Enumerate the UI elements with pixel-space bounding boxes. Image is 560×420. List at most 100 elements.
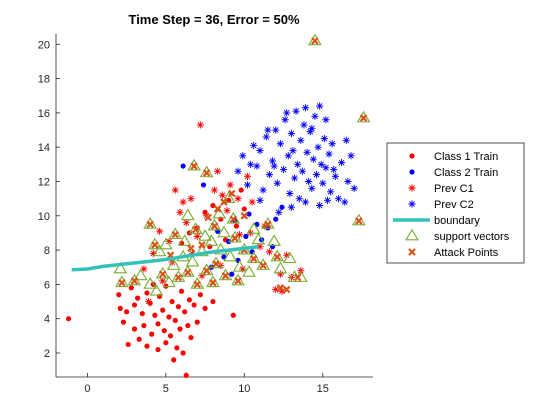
prev-c2-point bbox=[338, 159, 346, 167]
class-1-train-point bbox=[125, 341, 131, 348]
attack-points-point bbox=[210, 222, 219, 230]
prev-c1-point bbox=[214, 167, 222, 175]
class-1-train-point bbox=[131, 326, 138, 332]
support-vectors-point bbox=[246, 251, 261, 264]
class-1-train-point bbox=[139, 310, 145, 317]
support-vectors-point bbox=[168, 227, 183, 240]
support-vectors-point bbox=[148, 237, 162, 250]
support-vectors-point bbox=[209, 256, 223, 269]
prev-c2-point bbox=[286, 189, 294, 198]
legend-swatch bbox=[408, 248, 416, 256]
support-vectors-point bbox=[246, 222, 261, 234]
support-vectors-point bbox=[212, 206, 227, 219]
prev-c2-point bbox=[256, 196, 264, 204]
prev-c2-point bbox=[270, 162, 278, 170]
prev-c2-point bbox=[322, 164, 330, 172]
attack-points-point bbox=[231, 234, 239, 242]
prev-c2-point bbox=[316, 201, 324, 210]
y-tick-label: 12 bbox=[38, 176, 50, 188]
support-vectors-point bbox=[166, 258, 181, 270]
prev-c2-point bbox=[330, 165, 338, 174]
class-1-train-point bbox=[136, 336, 142, 342]
prev-c2-point bbox=[262, 133, 270, 141]
attack-points-point bbox=[264, 220, 272, 229]
class-2-train-point bbox=[180, 163, 186, 169]
prev-c2-point bbox=[323, 196, 332, 204]
attack-points-point bbox=[359, 114, 368, 122]
legend: Class 1 Train Class 2 Train Prev C1 Prev C2… bbox=[386, 142, 525, 264]
prev-c1-point bbox=[234, 195, 242, 203]
prev-c2-point bbox=[316, 102, 324, 110]
class-1-train-point bbox=[174, 345, 180, 351]
prev-c2-point bbox=[289, 147, 297, 155]
prev-c1-point bbox=[256, 243, 264, 251]
prev-c2-point bbox=[309, 155, 317, 163]
class-2-train-point bbox=[279, 204, 285, 210]
class-1-train-point bbox=[155, 321, 161, 327]
class-1-train-point bbox=[167, 333, 174, 339]
prev-c1-point bbox=[159, 277, 167, 285]
class-1-train-point bbox=[144, 290, 150, 296]
prev-c2-point bbox=[325, 150, 333, 158]
prev-c1-point bbox=[179, 198, 187, 206]
class-1-train-point bbox=[131, 302, 138, 308]
prev-c1-point bbox=[226, 181, 234, 189]
prev-c1-point bbox=[182, 219, 190, 227]
prev-c2-point bbox=[292, 107, 300, 115]
chart-title: Time Step = 36, Error = 50% bbox=[128, 12, 299, 27]
prev-c2-point bbox=[327, 188, 335, 196]
attack-points-point bbox=[282, 285, 291, 294]
support-vectors-point bbox=[115, 275, 129, 288]
attack-points-point bbox=[273, 253, 282, 261]
attack-points-point bbox=[259, 261, 267, 270]
attack-points-point bbox=[118, 278, 126, 287]
class-1-train-point bbox=[171, 357, 177, 363]
prev-c2-point bbox=[344, 177, 352, 186]
attack-points-point bbox=[158, 270, 167, 278]
prev-c1-point bbox=[276, 270, 285, 278]
series-prev-c2 bbox=[234, 102, 358, 216]
support-vectors-point bbox=[206, 275, 220, 288]
prev-c2-point bbox=[290, 174, 299, 182]
prev-c1-point bbox=[171, 186, 179, 194]
support-vectors-point bbox=[195, 244, 209, 257]
legend-item-class-1-train: Class 1 Train bbox=[409, 151, 498, 163]
y-tick-label: 4 bbox=[44, 314, 50, 326]
prev-c2-point bbox=[301, 198, 310, 206]
class-2-train-point bbox=[243, 233, 249, 239]
support-vectors-point bbox=[273, 261, 288, 274]
y-tick-label: 6 bbox=[44, 279, 50, 291]
legend-swatch bbox=[408, 184, 416, 192]
class-1-train-point bbox=[197, 292, 203, 298]
prev-c1-point bbox=[165, 237, 173, 246]
support-vectors-point bbox=[261, 217, 275, 229]
plot-area bbox=[65, 33, 371, 378]
prev-c1-point bbox=[155, 227, 164, 235]
prev-c2-point bbox=[283, 109, 291, 117]
legend-item-class-2-train: Class 2 Train bbox=[409, 167, 498, 179]
attack-points-point bbox=[190, 162, 198, 170]
attack-points-point bbox=[187, 244, 195, 253]
prev-c2-point bbox=[284, 152, 292, 160]
support-vectors-point bbox=[188, 222, 203, 234]
attack-points-point bbox=[234, 277, 242, 285]
support-vectors-point bbox=[242, 265, 256, 277]
class-1-train-point bbox=[210, 298, 216, 305]
prev-c1-point bbox=[265, 248, 274, 256]
support-vectors-point bbox=[226, 211, 241, 224]
support-vectors-point bbox=[256, 258, 270, 270]
attack-points-point bbox=[227, 189, 236, 198]
prev-c2-point bbox=[300, 121, 308, 129]
support-vectors-point bbox=[143, 217, 158, 229]
support-vectors-point bbox=[133, 268, 148, 281]
attack-points-point bbox=[193, 280, 202, 289]
prev-c2-point bbox=[265, 171, 274, 179]
support-vectors-point bbox=[180, 265, 195, 277]
legend-item-support-vectors: support vectors bbox=[405, 228, 510, 243]
attack-points-point bbox=[146, 220, 154, 229]
class-1-train-point bbox=[124, 309, 130, 315]
y-tick-label: 16 bbox=[38, 108, 50, 120]
prev-c2-point bbox=[298, 167, 306, 175]
prev-c2-point bbox=[256, 147, 264, 155]
